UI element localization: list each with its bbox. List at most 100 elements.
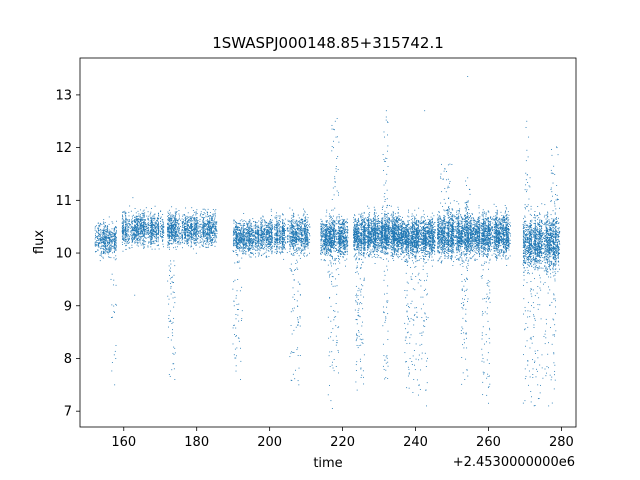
data-point-2874 bbox=[170, 231, 172, 233]
data-point-977 bbox=[125, 218, 127, 220]
data-point-2256 bbox=[174, 239, 176, 241]
data-point-3235 bbox=[237, 236, 239, 238]
data-point-3232 bbox=[236, 242, 238, 244]
data-point-3164 bbox=[238, 248, 239, 250]
data-point-1417 bbox=[121, 232, 123, 233]
data-point-3124 bbox=[240, 223, 242, 225]
data-point-4871 bbox=[291, 220, 292, 222]
data-point-2671 bbox=[185, 218, 187, 220]
data-point-661 bbox=[124, 210, 126, 212]
data-point-1390 bbox=[153, 224, 155, 226]
data-point-438 bbox=[107, 242, 109, 244]
data-point-1725 bbox=[184, 217, 186, 219]
data-point-231 bbox=[109, 241, 111, 243]
data-point-4355 bbox=[305, 241, 307, 243]
data-point-2194 bbox=[192, 229, 194, 231]
data-point-2021 bbox=[211, 224, 213, 226]
data-point-2826 bbox=[199, 223, 201, 225]
data-point-76 bbox=[108, 234, 110, 236]
data-point-563 bbox=[157, 226, 159, 228]
data-point-1431 bbox=[140, 225, 141, 226]
data-point-1485 bbox=[134, 233, 136, 235]
data-point-2220 bbox=[203, 240, 205, 242]
data-point-2384 bbox=[176, 230, 178, 232]
data-point-3043 bbox=[234, 232, 235, 234]
data-point-1518 bbox=[155, 229, 157, 231]
data-point-2525 bbox=[180, 237, 182, 239]
data-point-1336 bbox=[140, 224, 142, 226]
data-point-1827 bbox=[198, 242, 200, 244]
data-point-3981 bbox=[293, 228, 294, 230]
data-point-1608 bbox=[209, 243, 211, 245]
data-point-2350 bbox=[203, 232, 205, 234]
data-point-4634 bbox=[301, 238, 303, 240]
data-point-2788 bbox=[171, 219, 173, 221]
data-point-3395 bbox=[258, 238, 259, 239]
data-point-4986 bbox=[274, 240, 276, 242]
data-point-4941 bbox=[271, 236, 273, 238]
data-point-2268 bbox=[195, 231, 197, 233]
data-point-2477 bbox=[207, 222, 208, 224]
data-point-2800 bbox=[187, 240, 189, 242]
data-point-4174 bbox=[278, 235, 280, 237]
data-point-1591 bbox=[181, 227, 183, 229]
data-point-229 bbox=[109, 248, 111, 249]
data-point-2446 bbox=[201, 236, 203, 237]
data-point-2832 bbox=[199, 215, 201, 217]
data-point-3840 bbox=[287, 230, 289, 232]
data-point-3647 bbox=[244, 239, 245, 240]
data-point-2558 bbox=[168, 218, 170, 219]
data-point-4991 bbox=[281, 226, 283, 227]
data-point-1126 bbox=[152, 232, 154, 234]
data-point-4679 bbox=[307, 227, 308, 228]
data-point-2678 bbox=[191, 230, 193, 232]
data-point-1711 bbox=[195, 239, 197, 241]
data-point-711 bbox=[131, 237, 133, 238]
data-point-1513 bbox=[122, 225, 124, 227]
data-point-2876 bbox=[170, 233, 172, 234]
data-point-4134 bbox=[277, 251, 279, 253]
data-point-4637 bbox=[301, 219, 303, 221]
data-point-2070 bbox=[212, 209, 214, 210]
data-point-2675 bbox=[192, 225, 194, 227]
data-point-2805 bbox=[204, 241, 206, 242]
data-point-2634 bbox=[169, 235, 171, 237]
data-point-2142 bbox=[176, 234, 178, 235]
data-point-1850 bbox=[183, 228, 185, 230]
data-point-4504 bbox=[295, 223, 297, 225]
data-point-2916 bbox=[187, 229, 189, 231]
data-point-3491 bbox=[238, 234, 240, 236]
data-point-1189 bbox=[161, 232, 163, 234]
data-point-256 bbox=[110, 235, 112, 237]
data-point-4505 bbox=[296, 231, 297, 233]
data-point-1354 bbox=[143, 223, 145, 224]
data-point-856 bbox=[137, 237, 139, 239]
data-point-2681 bbox=[214, 239, 216, 241]
data-point-4880 bbox=[262, 233, 264, 235]
data-point-4722 bbox=[291, 243, 293, 245]
data-point-1898 bbox=[174, 224, 176, 226]
data-point-1428 bbox=[139, 209, 141, 211]
data-point-2471 bbox=[167, 241, 169, 243]
data-point-4166 bbox=[264, 242, 266, 244]
data-point-1353 bbox=[143, 243, 145, 245]
data-point-2879 bbox=[191, 225, 193, 227]
data-point-4779 bbox=[276, 232, 278, 234]
data-point-3664 bbox=[241, 241, 243, 243]
data-point-2705 bbox=[170, 238, 172, 239]
data-point-890 bbox=[156, 224, 158, 226]
data-point-1008 bbox=[131, 233, 133, 235]
data-point-1394 bbox=[154, 231, 155, 233]
data-point-2660 bbox=[175, 211, 177, 213]
data-point-716 bbox=[131, 247, 133, 248]
data-point-352 bbox=[99, 242, 101, 244]
data-point-4663 bbox=[304, 230, 306, 232]
data-point-4022 bbox=[278, 230, 280, 232]
data-point-1833 bbox=[198, 235, 199, 237]
data-point-1803 bbox=[211, 244, 213, 246]
data-point-2976 bbox=[233, 238, 235, 240]
data-point-2237 bbox=[169, 232, 171, 233]
data-point-1691 bbox=[212, 225, 214, 226]
data-point-2480 bbox=[207, 214, 208, 216]
data-point-1506 bbox=[122, 211, 124, 213]
